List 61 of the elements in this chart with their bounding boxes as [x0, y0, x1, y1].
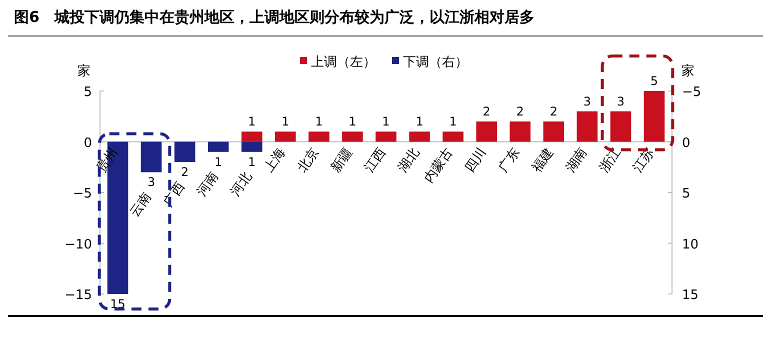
x-tick-label: 上海 [261, 145, 289, 176]
bar [442, 132, 464, 142]
data-label: 5 [650, 74, 658, 88]
data-label: 1 [382, 114, 390, 129]
bar [610, 111, 632, 142]
data-label: 2 [516, 104, 524, 118]
data-label: 1 [449, 114, 457, 129]
bar [376, 132, 396, 142]
bar [644, 91, 665, 142]
x-tick-label: 湖北 [396, 145, 423, 176]
x-tick-label: 广东 [496, 145, 524, 176]
bar [308, 132, 330, 142]
data-label: 2 [180, 165, 189, 180]
bar [342, 132, 363, 142]
x-tick-label: 新疆 [328, 145, 356, 176]
legend-label: 上调（左） [311, 55, 376, 70]
x-tick-label: 贵州 [94, 145, 122, 176]
x-tick-label: 四川 [462, 145, 490, 176]
y-tick-label: 5 [84, 85, 92, 100]
bar [174, 142, 196, 162]
x-tick-label: 福建 [530, 145, 557, 176]
bar [140, 142, 162, 172]
data-label: 1 [416, 114, 424, 129]
data-label: 1 [348, 114, 356, 129]
x-tick-label: 河南 [194, 170, 222, 200]
bar [208, 142, 229, 152]
y-tick-label: −10 [64, 237, 92, 252]
x-tick-label: 江西 [362, 145, 390, 176]
x-tick-label: 湖南 [563, 145, 590, 176]
y2-tick-label: 10 [682, 237, 699, 252]
data-label: 3 [147, 175, 156, 190]
y-tick-label: −5 [72, 186, 92, 202]
data-label: 1 [282, 114, 290, 129]
y-tick-label: 0 [84, 136, 92, 151]
data-label: 2 [550, 104, 558, 118]
y-axis-title: 家 [78, 63, 90, 79]
chart-title: 图6 城投下调仍集中在贵州地区，上调地区则分布较为广泛，以江浙相对居多 [14, 8, 534, 26]
bar [409, 132, 430, 142]
data-label: 1 [248, 114, 256, 129]
x-tick-label: 内蒙古 [422, 145, 456, 186]
data-label: 3 [616, 94, 625, 108]
data-label: 1 [214, 154, 222, 169]
data-label: 1 [248, 154, 256, 169]
x-tick-label: 河北 [228, 170, 256, 200]
bar [476, 121, 497, 142]
bar [275, 132, 296, 142]
data-label: 3 [583, 94, 592, 108]
data-label: 2 [482, 104, 490, 118]
bar [510, 121, 531, 142]
legend-label: 下调（右） [403, 55, 468, 70]
y2-tick-label: 0 [682, 136, 690, 151]
y2-axis-title: 家 [682, 63, 694, 79]
y2-tick-label: −5 [682, 85, 702, 100]
data-label: 1 [315, 114, 323, 129]
bar [543, 121, 564, 142]
x-tick-label: 北京 [295, 145, 322, 176]
y2-tick-label: 15 [682, 288, 699, 303]
y-tick-label: −15 [64, 288, 92, 303]
y2-tick-label: 5 [682, 186, 690, 202]
x-tick-label: 云南 [127, 190, 155, 220]
bar [576, 111, 598, 142]
